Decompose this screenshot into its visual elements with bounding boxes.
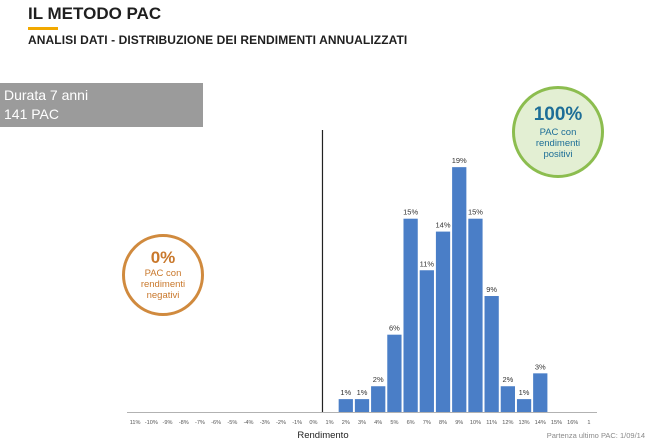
- bar-label-6%: 15%: [403, 208, 418, 217]
- footnote: Partenza ultimo PAC: 1/09/14: [546, 431, 645, 440]
- slide-title: IL METODO PAC: [28, 4, 162, 23]
- tick-label-11%: 11%: [130, 420, 141, 426]
- tick-label--2%: -2%: [276, 420, 286, 426]
- bar-7%: [419, 270, 434, 412]
- tick-label--10%: -10%: [145, 420, 158, 426]
- tick-label-14%: 14%: [535, 420, 546, 426]
- positive-caption-line2: rendimenti: [535, 137, 581, 149]
- bar-13%: [516, 399, 532, 412]
- tick-label-16%: 16%: [567, 420, 578, 426]
- tick-label-9%: 9%: [455, 420, 463, 426]
- bar-3%: [354, 399, 370, 412]
- info-count: 141 PAC: [4, 106, 59, 122]
- tick-label-13%: 13%: [518, 420, 529, 426]
- tick-label--9%: -9%: [163, 420, 173, 426]
- bar-4%: [371, 386, 386, 412]
- tick-label-5%: 5%: [390, 420, 398, 426]
- tick-label--6%: -6%: [211, 420, 221, 426]
- tick-label--1%: -1%: [292, 420, 302, 426]
- positive-caption: PAC con rendimenti positivi: [536, 127, 580, 160]
- tick-label--4%: -4%: [244, 420, 254, 426]
- tick-label--3%: -3%: [260, 420, 270, 426]
- bar-11%: [484, 296, 499, 412]
- tick-label-1%: 1%: [326, 420, 334, 426]
- bar-10%: [468, 218, 483, 412]
- bar-2%: [338, 399, 353, 412]
- tick-label-6%: 6%: [407, 420, 415, 426]
- tick-label-15%: 15%: [551, 420, 562, 426]
- bar-label-7%: 11%: [420, 259, 435, 268]
- tick-label-1: 1: [587, 420, 590, 426]
- slide-subtitle: ANALISI DATI - DISTRIBUZIONE DEI RENDIME…: [28, 33, 408, 47]
- tick-label--8%: -8%: [179, 420, 189, 426]
- positive-caption-line3: positivi: [543, 148, 573, 160]
- negative-caption-line1: PAC con: [144, 268, 182, 279]
- bar-label-2%: 1%: [340, 388, 351, 397]
- bar-9%: [452, 167, 467, 412]
- tick-label-2%: 2%: [342, 420, 350, 426]
- x-axis-title: Rendimento: [297, 430, 348, 441]
- bar-label-4%: 2%: [373, 375, 384, 384]
- tick-label-4%: 4%: [374, 420, 382, 426]
- tick-label-8%: 8%: [439, 420, 447, 426]
- negative-caption-line3: negativi: [146, 290, 180, 301]
- info-duration: Durata 7 anni: [4, 87, 89, 103]
- bar-label-11%: 9%: [486, 285, 497, 294]
- bar-6%: [403, 218, 418, 412]
- bar-14%: [533, 373, 548, 412]
- bar-5%: [387, 334, 402, 412]
- bar-label-12%: 2%: [502, 375, 513, 384]
- bar-label-8%: 14%: [436, 221, 451, 230]
- bar-label-10%: 15%: [468, 208, 483, 217]
- positive-returns-badge: 100% PAC con rendimenti positivi: [512, 86, 604, 178]
- bar-label-9%: 19%: [452, 156, 467, 165]
- tick-labels-layer: 11% -10% -9% -8% -7% -6% -5% -4% -3% -2% -1% 0% 1% 2%…: [130, 420, 591, 426]
- tick-label-3%: 3%: [358, 420, 366, 426]
- tick-label-10%: 10%: [470, 420, 481, 426]
- tick-label--7%: -7%: [195, 420, 205, 426]
- tick-label-11%: 11%: [486, 420, 497, 426]
- negative-caption-line2: rendimenti: [140, 279, 186, 290]
- info-box: Durata 7 anni 141 PAC: [0, 83, 203, 127]
- tick-label-12%: 12%: [502, 420, 513, 426]
- positive-caption-line1: PAC con: [539, 126, 577, 138]
- bar-12%: [500, 386, 515, 412]
- negative-returns-badge: 0% PAC con rendimenti negativi: [122, 234, 204, 316]
- bars-layer: 1% 1% 2% 6% 15% 11% 14% 19% 15% 9% 2% 1% 3%: [338, 156, 548, 412]
- bar-label-14%: 3%: [535, 362, 546, 371]
- bar-label-5%: 6%: [389, 324, 400, 333]
- bar-label-13%: 1%: [519, 388, 530, 397]
- tick-label-0%: 0%: [309, 420, 317, 426]
- bar-label-3%: 1%: [357, 388, 368, 397]
- bar-8%: [435, 231, 451, 412]
- negative-percent: 0%: [150, 248, 176, 267]
- title-accent-line: [28, 27, 58, 30]
- tick-label--5%: -5%: [227, 420, 237, 426]
- positive-percent: 100%: [533, 103, 583, 125]
- tick-label-7%: 7%: [423, 420, 431, 426]
- negative-caption: PAC con rendimenti negativi: [141, 268, 185, 301]
